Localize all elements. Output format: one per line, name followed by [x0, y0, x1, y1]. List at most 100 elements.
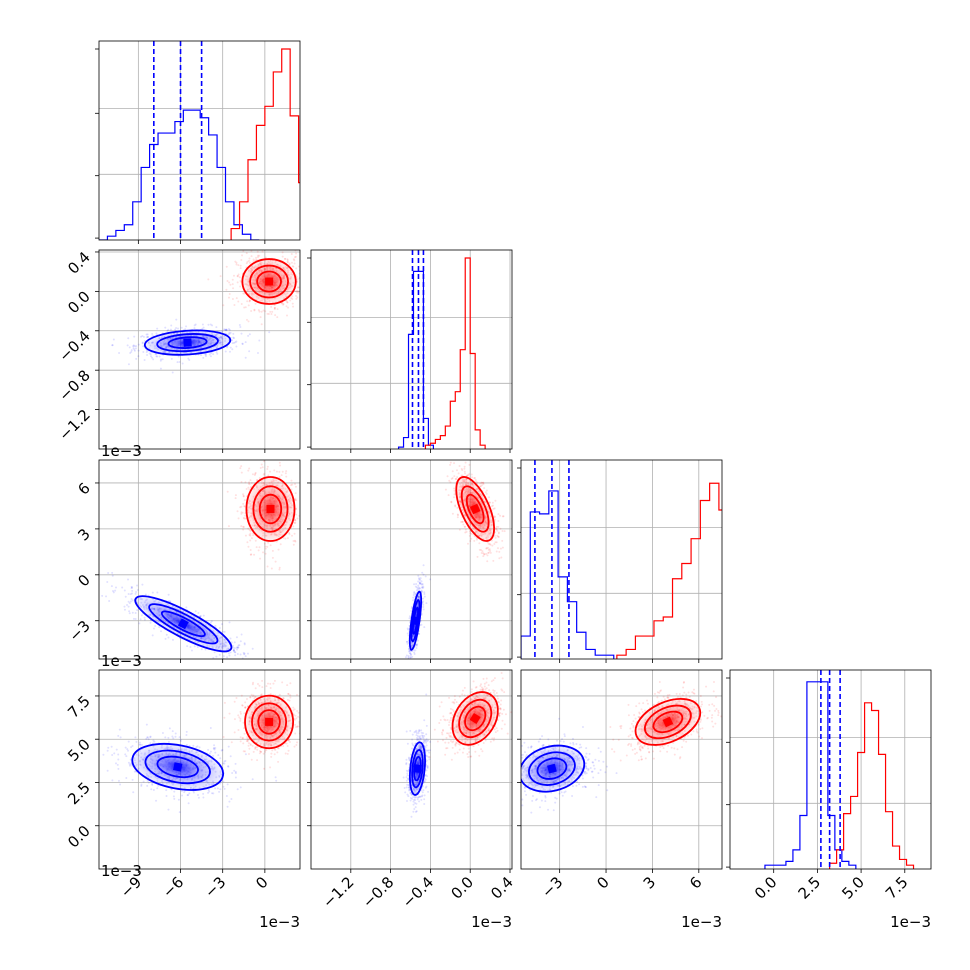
panel-grid-3-3: [730, 670, 931, 869]
x-tick-label: 0: [593, 873, 612, 892]
contours-blue: [521, 744, 586, 793]
panel-frame-3-2: [520, 669, 723, 870]
x-tick-label: −6: [159, 873, 187, 901]
contours-red: [634, 697, 702, 746]
contours-red: [455, 476, 495, 542]
x-tick-label: 0.4: [487, 873, 517, 903]
panel-frame-1-0: [98, 249, 301, 450]
contour-line: [464, 705, 487, 732]
x-tick-label: −3: [201, 873, 229, 901]
x-tick-label: 7.5: [882, 873, 912, 903]
density-peak: [413, 764, 422, 773]
contour-line: [465, 493, 485, 525]
x-tick-label: −0.4: [399, 873, 437, 911]
x-offset-text: 1e−3: [471, 913, 512, 931]
contour-line: [244, 694, 295, 750]
contour-line: [451, 691, 499, 746]
y-tick-label: 2.5: [64, 779, 94, 809]
panel-frame-0-0: [98, 40, 301, 241]
y-offset-text: 1e−3: [101, 862, 142, 880]
panel-frame-3-1: [310, 669, 513, 870]
histogram-red: [829, 702, 915, 869]
panel-frame-2-0: [98, 459, 301, 660]
x-tick-label: −3: [538, 873, 566, 901]
contour-line: [143, 329, 232, 356]
contour-line: [257, 709, 281, 735]
scatter-panel-3-0: [102, 679, 300, 814]
y-tick-label: 0.0: [64, 287, 94, 317]
x-offset-text: 1e−3: [681, 913, 722, 931]
contour-line: [408, 590, 423, 651]
y-tick-label: −0.4: [55, 327, 93, 365]
panel-grid-2-2: [521, 460, 722, 659]
y-tick-label: 7.5: [64, 692, 94, 722]
density-peak: [183, 338, 192, 347]
contour-line: [252, 485, 289, 533]
x-tick-label: 0: [252, 873, 271, 892]
density-peak: [265, 717, 274, 726]
panel-frame-3-0: [98, 669, 301, 870]
histogram-blue: [99, 109, 260, 240]
histogram-red: [424, 257, 486, 449]
contour-line: [167, 336, 208, 349]
scatter-panel-2-1: [404, 460, 506, 659]
x-tick-label: −1.2: [319, 873, 357, 911]
y-offset-text: 1e−3: [101, 442, 142, 460]
contour-line: [144, 749, 211, 785]
panel-frame-2-2: [520, 459, 723, 660]
contours-blue: [143, 329, 232, 356]
y-tick-label: 0.0: [64, 822, 94, 852]
density-peak: [469, 503, 481, 515]
contours-red: [245, 476, 296, 542]
x-tick-label: 5.0: [838, 873, 868, 903]
x-tick-label: −0.8: [359, 873, 397, 911]
histogram-red: [616, 482, 722, 659]
density-peak: [662, 716, 674, 728]
x-offset-text: 1e−3: [259, 913, 300, 931]
scatter-panel-3-2: [521, 680, 722, 814]
contour-line: [258, 493, 283, 525]
y-tick-label: 6: [74, 479, 93, 498]
contours-red: [241, 258, 297, 305]
contour-line: [458, 698, 493, 739]
y-tick-label: −0.8: [55, 366, 93, 404]
contour-line: [249, 264, 289, 299]
contour-line: [460, 485, 490, 533]
panel-grid-1-1: [311, 250, 512, 449]
contour-line: [156, 333, 219, 353]
scatter-panel-3-1: [402, 672, 512, 818]
histogram-3: [764, 670, 915, 869]
histogram-1: [397, 250, 486, 449]
contours-blue: [408, 590, 423, 651]
y-tick-label: 0: [74, 571, 93, 590]
histogram-red: [230, 48, 300, 240]
panel-frame-3-3: [729, 669, 932, 870]
contours-blue: [131, 742, 225, 791]
y-offset-text: 1e−3: [101, 652, 142, 670]
panel-frame-1-1: [310, 249, 513, 450]
contours-red: [451, 691, 499, 746]
contour-line: [245, 476, 296, 542]
density-peak: [410, 616, 420, 626]
contour-line: [536, 757, 568, 780]
contour-line: [644, 704, 692, 740]
x-tick-label: 2.5: [795, 873, 825, 903]
x-tick-label: 0.0: [447, 873, 477, 903]
scatter-panel-1-0: [111, 250, 300, 374]
contour-line: [148, 603, 219, 645]
contour-line: [134, 595, 233, 653]
y-tick-label: 5.0: [64, 735, 94, 765]
panel-grid-0-0: [99, 41, 300, 240]
contour-line: [528, 751, 576, 786]
contour-line: [241, 258, 297, 305]
density-peak: [177, 618, 189, 630]
histogram-blue: [521, 490, 615, 659]
density-peak: [173, 762, 183, 772]
histogram-0: [99, 41, 300, 240]
contour-line: [160, 610, 206, 638]
contour-line: [521, 744, 586, 793]
contour-line: [156, 755, 199, 779]
histogram-blue: [397, 270, 434, 449]
y-tick-label: −3: [65, 617, 93, 645]
